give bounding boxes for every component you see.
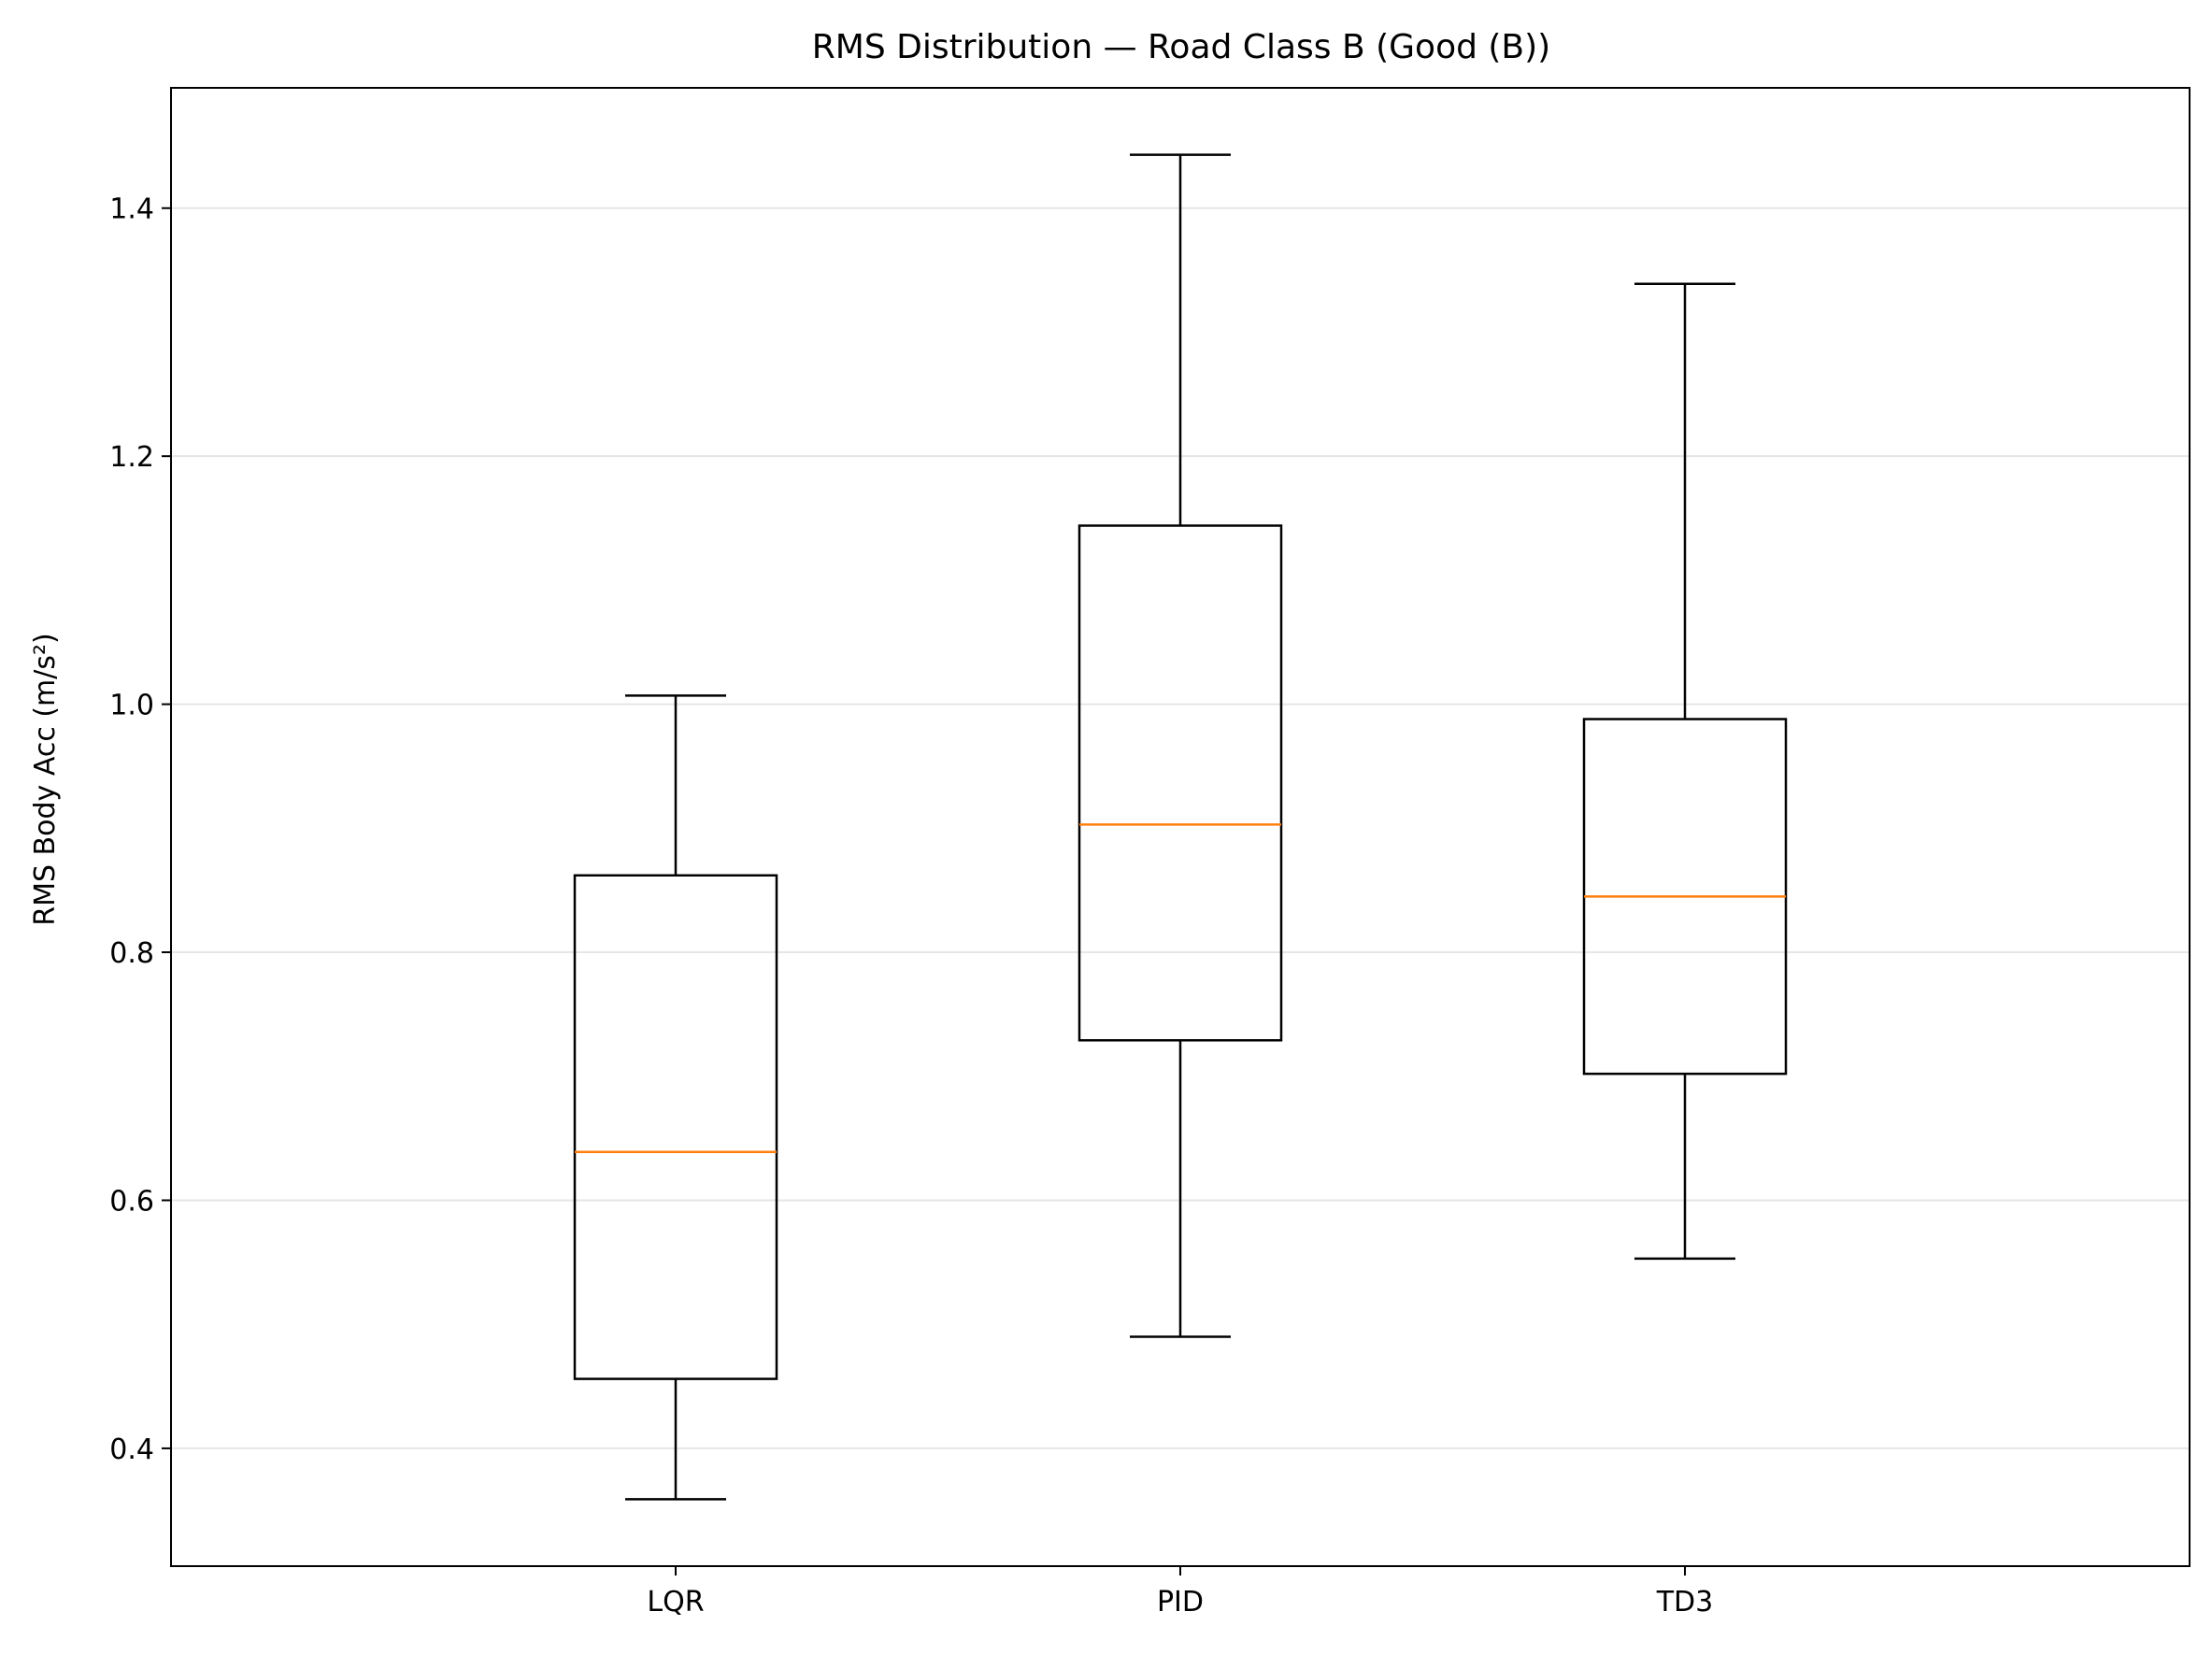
y-axis-label: RMS Body Acc (m/s²) bbox=[29, 633, 62, 926]
axis-ticks: 0.4 0.6 0.8 1.0 1.2 1.4 LQR PID TD3 bbox=[109, 193, 1713, 1618]
box-pid bbox=[1077, 524, 1283, 1042]
y-tick-label: 1.4 bbox=[109, 193, 154, 226]
box-lqr bbox=[573, 874, 778, 1380]
x-tick-label: PID bbox=[1157, 1586, 1204, 1618]
x-tick-label: LQR bbox=[647, 1586, 704, 1618]
y-tick-label: 0.6 bbox=[109, 1185, 154, 1218]
y-tick-label: 0.8 bbox=[109, 937, 154, 970]
box-series bbox=[573, 153, 1788, 1501]
x-tick-label: TD3 bbox=[1656, 1586, 1714, 1618]
chart-title: RMS Distribution — Road Class B (Good (B… bbox=[812, 28, 1550, 66]
y-tick-label: 1.0 bbox=[109, 690, 154, 722]
y-tick-label: 0.4 bbox=[109, 1433, 154, 1466]
y-tick-label: 1.2 bbox=[109, 441, 154, 474]
